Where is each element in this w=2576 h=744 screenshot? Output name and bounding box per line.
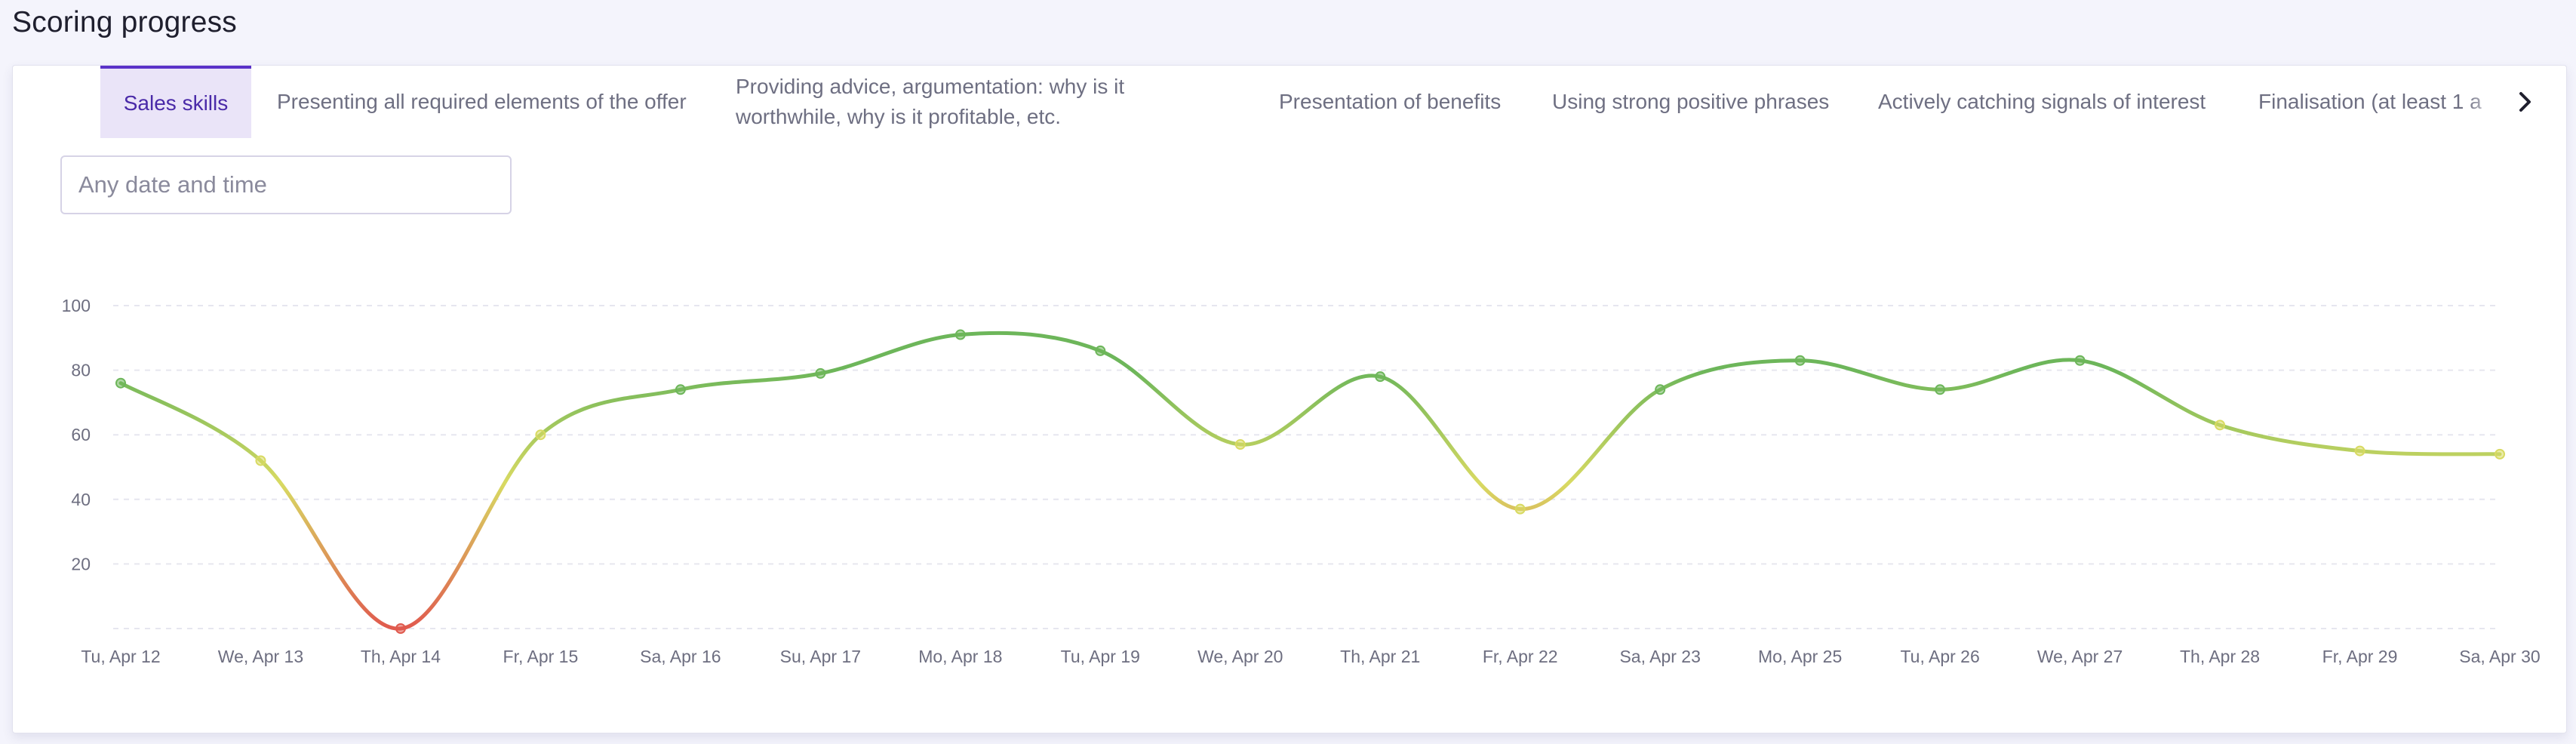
tab-presenting-required-elements[interactable]: Presenting all required elements of the … — [277, 90, 687, 113]
x-tick-label: Th, Apr 14 — [361, 647, 441, 666]
data-point[interactable] — [1234, 439, 1246, 450]
x-tick-label: Sa, Apr 30 — [2459, 647, 2540, 666]
data-point[interactable] — [1095, 345, 1106, 356]
x-tick-label: We, Apr 13 — [218, 647, 303, 666]
tab-sales-skills[interactable]: Sales skills — [100, 66, 251, 138]
x-tick-label: Fr, Apr 29 — [2322, 647, 2398, 666]
data-point[interactable] — [1935, 384, 1946, 395]
data-point[interactable] — [395, 623, 406, 634]
data-point[interactable] — [535, 429, 546, 441]
x-tick-label: We, Apr 20 — [1197, 647, 1283, 666]
date-time-filter-input[interactable] — [60, 155, 512, 214]
tab-presentation-of-benefits[interactable]: Presentation of benefits — [1279, 90, 1502, 113]
data-point[interactable] — [815, 367, 826, 379]
chart-gridlines — [113, 305, 2500, 629]
data-point[interactable] — [2495, 448, 2505, 460]
tab-providing-advice[interactable]: Providing advice, argumentation: why is … — [736, 75, 1125, 128]
x-tick-label: Mo, Apr 25 — [1758, 647, 1842, 666]
data-point[interactable] — [954, 329, 966, 340]
data-point[interactable] — [2215, 420, 2226, 431]
x-tick-label: Sa, Apr 16 — [640, 647, 721, 666]
x-tick-label: Tu, Apr 12 — [81, 647, 160, 666]
data-point[interactable] — [255, 455, 266, 466]
x-axis-ticks: Tu, Apr 12 We, Apr 13 Th, Apr 14 Fr, Apr 15… — [81, 647, 2540, 666]
x-tick-label: Tu, Apr 26 — [1900, 647, 1979, 666]
series-line — [118, 330, 2502, 631]
data-point[interactable] — [115, 377, 126, 389]
x-tick-label: Th, Apr 21 — [1340, 647, 1420, 666]
x-tick-label: Th, Apr 28 — [2180, 647, 2260, 666]
y-tick-label: 100 — [62, 296, 91, 315]
data-point[interactable] — [2074, 355, 2086, 366]
tab-overflow-fade — [2465, 66, 2504, 138]
data-point[interactable] — [1794, 355, 1806, 366]
tab-scroll-next-button[interactable] — [2503, 66, 2548, 138]
x-tick-label: Mo, Apr 18 — [918, 647, 1002, 666]
tab-strong-positive-phrases[interactable]: Using strong positive phrases — [1552, 90, 1830, 113]
y-tick-label: 60 — [71, 425, 91, 444]
data-point[interactable] — [2354, 445, 2365, 457]
x-tick-label: We, Apr 27 — [2037, 647, 2123, 666]
x-tick-label: Su, Apr 17 — [780, 647, 861, 666]
data-point[interactable] — [1375, 371, 1386, 383]
y-tick-label: 40 — [71, 490, 91, 509]
y-tick-label: 80 — [71, 361, 91, 380]
tab-bar: Sales skills Presenting all required ele… — [13, 66, 2566, 138]
tab-finalisation[interactable]: Finalisation (at least 1 a — [2258, 90, 2482, 113]
data-point[interactable] — [1514, 503, 1526, 515]
data-point[interactable] — [1655, 384, 1666, 395]
scoring-line-chart: 20 40 60 80 100 Tu, Apr 12 We, Apr 13 Th, Apr … — [62, 296, 2541, 666]
score-series-line — [118, 330, 2502, 631]
scoring-card: Sales skills Presenting all required ele… — [12, 65, 2567, 733]
x-tick-label: Tu, Apr 19 — [1061, 647, 1140, 666]
chevron-right-icon — [2519, 92, 2531, 112]
data-point[interactable] — [675, 384, 686, 395]
x-tick-label: Sa, Apr 23 — [1619, 647, 1700, 666]
tab-catching-signals[interactable]: Actively catching signals of interest — [1878, 90, 2206, 113]
page-title: Scoring progress — [12, 6, 238, 38]
x-tick-label: Fr, Apr 15 — [503, 647, 579, 666]
y-axis-ticks: 20 40 60 80 100 — [62, 296, 91, 573]
x-tick-label: Fr, Apr 22 — [1483, 647, 1558, 666]
score-series-points — [115, 329, 2505, 634]
y-tick-label: 20 — [71, 554, 91, 573]
